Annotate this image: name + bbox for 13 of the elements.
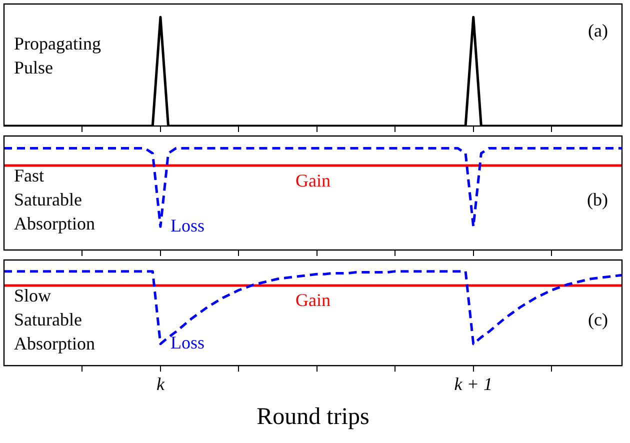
annotation: (c) (588, 310, 608, 330)
annotation: (a) (588, 20, 608, 41)
annotation: Slow Saturable Absorption (14, 286, 95, 354)
annotation: Propagating Pulse (14, 34, 101, 78)
annotation: Fast Saturable Absorption (14, 166, 95, 234)
series-label: Gain (296, 290, 330, 310)
series-label: Loss (170, 215, 204, 236)
x-tick-label: k + 1 (454, 374, 492, 394)
series-label: Loss (170, 332, 204, 353)
x-axis-title: Round trips (256, 404, 370, 430)
annotation: (b) (587, 190, 608, 210)
series-label: Gain (296, 170, 330, 190)
x-tick-label: k (156, 374, 166, 394)
